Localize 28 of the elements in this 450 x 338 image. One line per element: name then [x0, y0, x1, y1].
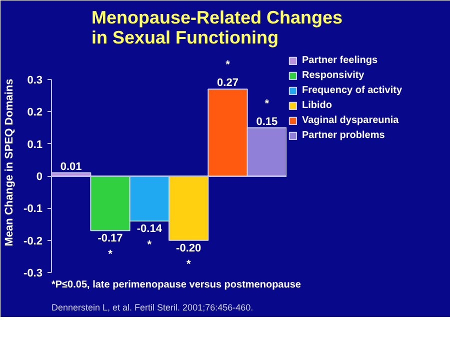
y-tick-label: 0.2: [27, 106, 43, 119]
legend-label: Partner problems: [302, 129, 385, 141]
data-label: -0.20: [176, 242, 202, 254]
legend-label: Frequency of activity: [302, 84, 402, 96]
y-tick-label: -0.3: [24, 268, 43, 280]
legend-label: Responsivity: [302, 69, 364, 81]
annotation: *: [186, 258, 192, 270]
text: *P≤0.05, late perimenopause versus postmenopause: [52, 280, 302, 290]
legend-label: Libido: [302, 99, 332, 111]
data-label: 0.01: [60, 160, 82, 173]
text: Dennerstein L, et al. Fertil Steril. 2001;76:456-460.: [52, 302, 254, 312]
data-label: -0.14: [136, 223, 163, 236]
y-axis-title: Mean Change in SPEQ Domains: [4, 78, 16, 246]
data-label: -0.17: [98, 232, 123, 245]
legend-label: Vaginal dyspareunia: [302, 114, 399, 126]
legend-label: Partner feelings: [302, 54, 378, 66]
annotation: *: [108, 248, 114, 261]
y-tick-label: 0: [36, 171, 43, 184]
y-tick-label: 0.1: [27, 138, 43, 151]
y-tick-label: -0.1: [24, 203, 43, 216]
annotation: *: [226, 59, 231, 72]
y-tick-label: -0.2: [24, 235, 43, 248]
data-label: 0.27: [217, 77, 238, 90]
data-label: 0.15: [256, 116, 278, 128]
y-tick-label: 0.3: [27, 74, 43, 87]
annotation: *: [264, 98, 270, 110]
chart-title: Menopause-Related Changes in Sexual Functioning: [92, 8, 343, 48]
annotation: *: [147, 239, 152, 252]
